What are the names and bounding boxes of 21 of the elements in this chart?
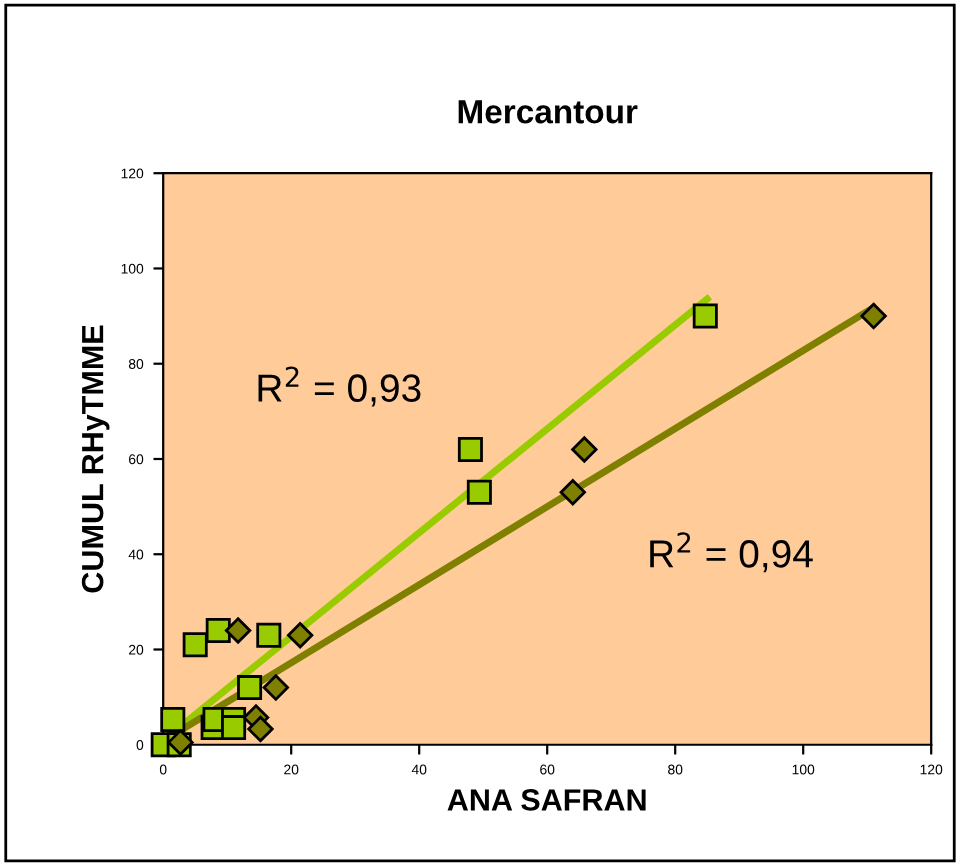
point xyxy=(466,479,492,505)
annotation: R$^{2}$ = 0,94 xyxy=(650,532,813,573)
point xyxy=(247,715,274,743)
chart-title: Mercantour xyxy=(458,100,638,124)
point xyxy=(457,436,483,462)
point xyxy=(286,622,314,649)
point xyxy=(160,707,186,733)
y-axis-title: CUMUL RHyTMME xyxy=(81,325,110,593)
point xyxy=(262,674,290,701)
point xyxy=(224,617,252,644)
point xyxy=(221,715,247,741)
point xyxy=(860,302,887,330)
point xyxy=(256,622,282,648)
point xyxy=(182,632,208,658)
point xyxy=(571,436,598,463)
annotation: R$^{2}$ = 0,93 xyxy=(258,366,421,407)
x-axis-title: ANA SAFRAN xyxy=(447,789,646,811)
point xyxy=(205,617,231,643)
point xyxy=(692,303,718,329)
point xyxy=(237,675,263,701)
point xyxy=(559,479,586,506)
